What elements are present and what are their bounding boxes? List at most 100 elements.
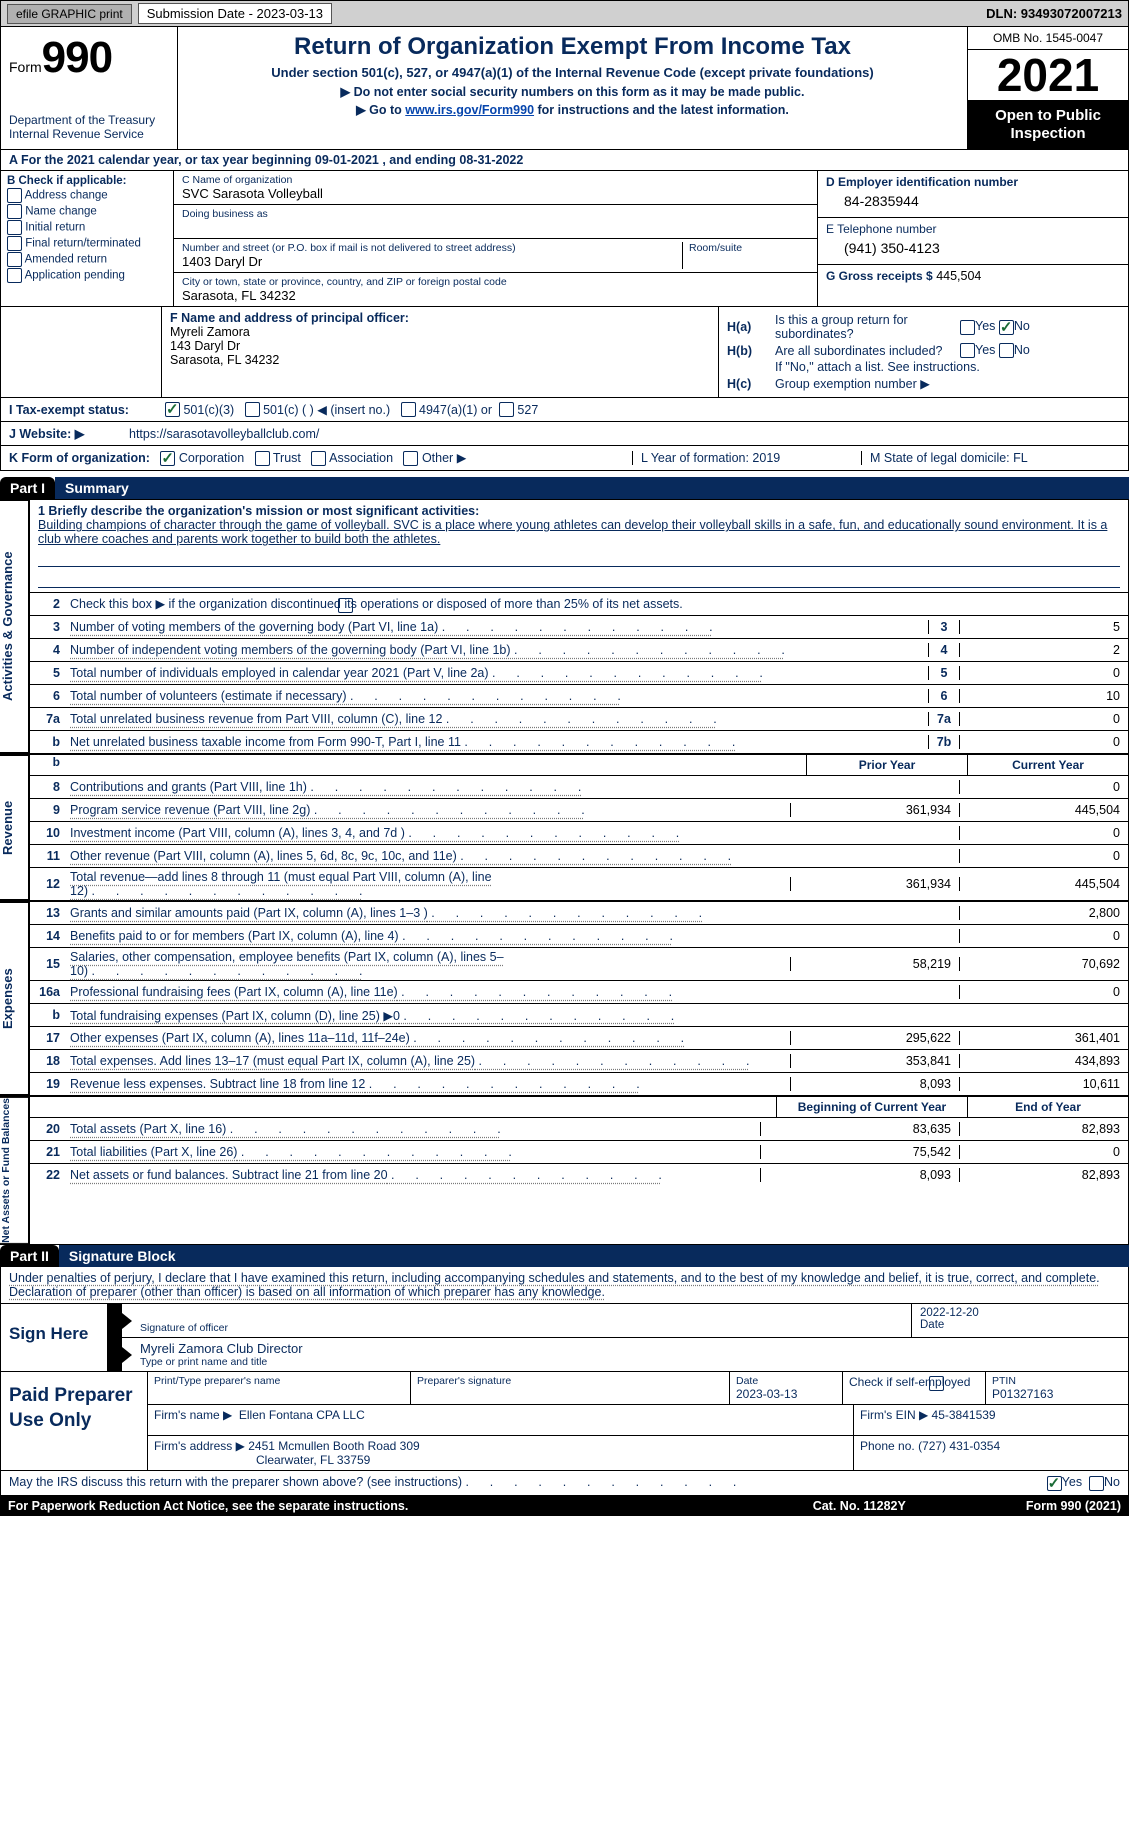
firm-ein: 45-3841539 bbox=[932, 1408, 996, 1422]
check-initial-return[interactable] bbox=[7, 220, 22, 235]
part-1-header: Part I Summary bbox=[0, 477, 1129, 499]
sig-arrow-icon bbox=[108, 1338, 122, 1371]
telephone-value: (941) 350-4123 bbox=[826, 236, 1120, 260]
discuss-no[interactable] bbox=[1089, 1476, 1104, 1491]
form-id-footer: Form 990 (2021) bbox=[1026, 1499, 1121, 1513]
check-final-return[interactable] bbox=[7, 236, 22, 251]
hb-yes[interactable] bbox=[960, 343, 975, 358]
top-bar: efile GRAPHIC print Submission Date - 20… bbox=[0, 0, 1129, 27]
summary-row: bNet unrelated business taxable income f… bbox=[30, 731, 1128, 753]
sign-here-label: Sign Here bbox=[1, 1304, 107, 1371]
efile-print-button[interactable]: efile GRAPHIC print bbox=[7, 4, 132, 24]
row-j: J Website: ▶ https://sarasotavolleyballc… bbox=[0, 422, 1129, 446]
check-other[interactable] bbox=[403, 451, 418, 466]
irs-link[interactable]: www.irs.gov/Form990 bbox=[405, 103, 534, 117]
check-amended[interactable] bbox=[7, 252, 22, 267]
summary-row: 6Total number of volunteers (estimate if… bbox=[30, 685, 1128, 708]
check-corp[interactable] bbox=[160, 451, 175, 466]
sidelabel-expenses: Expenses bbox=[0, 902, 29, 1095]
org-city: Sarasota, FL 34232 bbox=[182, 288, 809, 303]
check-pending[interactable] bbox=[7, 268, 22, 283]
summary-row: 12Total revenue—add lines 8 through 11 (… bbox=[30, 868, 1128, 900]
summary-row: 8Contributions and grants (Part VIII, li… bbox=[30, 776, 1128, 799]
begin-year-header: Beginning of Current Year bbox=[776, 1097, 967, 1117]
summary-row: 20Total assets (Part X, line 16)83,63582… bbox=[30, 1118, 1128, 1141]
officer-name: Myreli Zamora bbox=[170, 325, 250, 339]
org-name: SVC Sarasota Volleyball bbox=[182, 186, 809, 201]
part-2-header: Part II Signature Block bbox=[0, 1245, 1129, 1267]
form-note-1: ▶ Do not enter social security numbers o… bbox=[188, 84, 957, 99]
check-527[interactable] bbox=[499, 402, 514, 417]
check-501c[interactable] bbox=[245, 402, 260, 417]
omb-number: OMB No. 1545-0047 bbox=[968, 27, 1128, 50]
sidelabel-netassets: Net Assets or Fund Balances bbox=[0, 1097, 29, 1244]
summary-row: 7aTotal unrelated business revenue from … bbox=[30, 708, 1128, 731]
open-to-public: Open to Public Inspection bbox=[968, 101, 1128, 149]
officer-addr: 143 Daryl Dr bbox=[170, 339, 240, 353]
c-dba-box: Doing business as bbox=[174, 205, 817, 239]
summary-row: 14Benefits paid to or for members (Part … bbox=[30, 925, 1128, 948]
summary-row: bTotal fundraising expenses (Part IX, co… bbox=[30, 1004, 1128, 1027]
summary-row: 18Total expenses. Add lines 13–17 (must … bbox=[30, 1050, 1128, 1073]
summary-row: 10Investment income (Part VIII, column (… bbox=[30, 822, 1128, 845]
check-address-change[interactable] bbox=[7, 188, 22, 203]
ha-no[interactable] bbox=[999, 320, 1014, 335]
ptin-value: P01327163 bbox=[992, 1387, 1122, 1401]
d-ein-box: D Employer identification number 84-2835… bbox=[818, 171, 1128, 218]
section-b: B Check if applicable: Address change Na… bbox=[1, 171, 174, 306]
officer-sig-name: Myreli Zamora Club Director bbox=[140, 1341, 1114, 1356]
check-4947[interactable] bbox=[401, 402, 416, 417]
ha-yes[interactable] bbox=[960, 320, 975, 335]
row-a-period: A For the 2021 calendar year, or tax yea… bbox=[0, 150, 1129, 171]
summary-row: 21Total liabilities (Part X, line 26)75,… bbox=[30, 1141, 1128, 1164]
check-trust[interactable] bbox=[255, 451, 270, 466]
check-self-employed[interactable] bbox=[929, 1376, 944, 1391]
year-cell: OMB No. 1545-0047 2021 Open to Public In… bbox=[968, 27, 1128, 149]
prior-year-header: Prior Year bbox=[806, 755, 967, 775]
state-domicile: M State of legal domicile: FL bbox=[861, 451, 1120, 465]
sig-date: 2022-12-20 bbox=[920, 1307, 1120, 1319]
form-word: Form bbox=[9, 59, 42, 75]
c-name-box: C Name of organization SVC Sarasota Voll… bbox=[174, 171, 817, 205]
check-assoc[interactable] bbox=[311, 451, 326, 466]
e-tel-box: E Telephone number (941) 350-4123 bbox=[818, 218, 1128, 265]
firm-addr2: Clearwater, FL 33759 bbox=[256, 1453, 370, 1467]
row-k: K Form of organization: Corporation Trus… bbox=[0, 446, 1129, 471]
mission-text: Building champions of character through … bbox=[38, 518, 1107, 546]
summary-row: 16aProfessional fundraising fees (Part I… bbox=[30, 981, 1128, 1004]
gross-receipts-value: 445,504 bbox=[936, 269, 981, 283]
prep-date: 2023-03-13 bbox=[736, 1387, 836, 1401]
officer-city: Sarasota, FL 34232 bbox=[170, 353, 279, 367]
dept-label: Department of the Treasury Internal Reve… bbox=[9, 113, 169, 141]
may-discuss-row: May the IRS discuss this return with the… bbox=[0, 1471, 1129, 1495]
c-city-box: City or town, state or province, country… bbox=[174, 273, 817, 306]
form-note-2: ▶ Go to www.irs.gov/Form990 for instruct… bbox=[188, 102, 957, 117]
check-discontinued[interactable] bbox=[338, 598, 353, 613]
check-501c3[interactable] bbox=[165, 402, 180, 417]
current-year-header: Current Year bbox=[967, 755, 1128, 775]
sidelabel-activities: Activities & Governance bbox=[0, 500, 29, 753]
year-formation: L Year of formation: 2019 bbox=[632, 451, 861, 465]
f-officer: F Name and address of principal officer:… bbox=[162, 307, 719, 397]
firm-phone: (727) 431-0354 bbox=[918, 1439, 1000, 1453]
sidelabel-revenue: Revenue bbox=[0, 755, 29, 900]
sig-arrow-icon bbox=[108, 1304, 122, 1337]
b-title: B Check if applicable: bbox=[7, 175, 167, 187]
c-addr-box: Number and street (or P.O. box if mail i… bbox=[174, 239, 817, 273]
section-h: H(a)Is this a group return for subordina… bbox=[719, 307, 1128, 397]
hb-no[interactable] bbox=[999, 343, 1014, 358]
submission-date: Submission Date - 2023-03-13 bbox=[138, 3, 332, 24]
footer-bar: For Paperwork Reduction Act Notice, see … bbox=[0, 1496, 1129, 1516]
firm-name: Ellen Fontana CPA LLC bbox=[239, 1408, 365, 1422]
form-subtitle: Under section 501(c), 527, or 4947(a)(1)… bbox=[188, 65, 957, 80]
briefly-block: 1 Briefly describe the organization's mi… bbox=[30, 500, 1128, 593]
summary-row: 15Salaries, other compensation, employee… bbox=[30, 948, 1128, 981]
summary-row: 13Grants and similar amounts paid (Part … bbox=[30, 902, 1128, 925]
tax-year: 2021 bbox=[968, 50, 1128, 101]
discuss-yes[interactable] bbox=[1047, 1476, 1062, 1491]
summary-row: 19Revenue less expenses. Subtract line 1… bbox=[30, 1073, 1128, 1095]
check-name-change[interactable] bbox=[7, 204, 22, 219]
cat-no: Cat. No. 11282Y bbox=[813, 1499, 906, 1513]
summary-row: 11Other revenue (Part VIII, column (A), … bbox=[30, 845, 1128, 868]
perjury-declaration: Under penalties of perjury, I declare th… bbox=[0, 1267, 1129, 1304]
